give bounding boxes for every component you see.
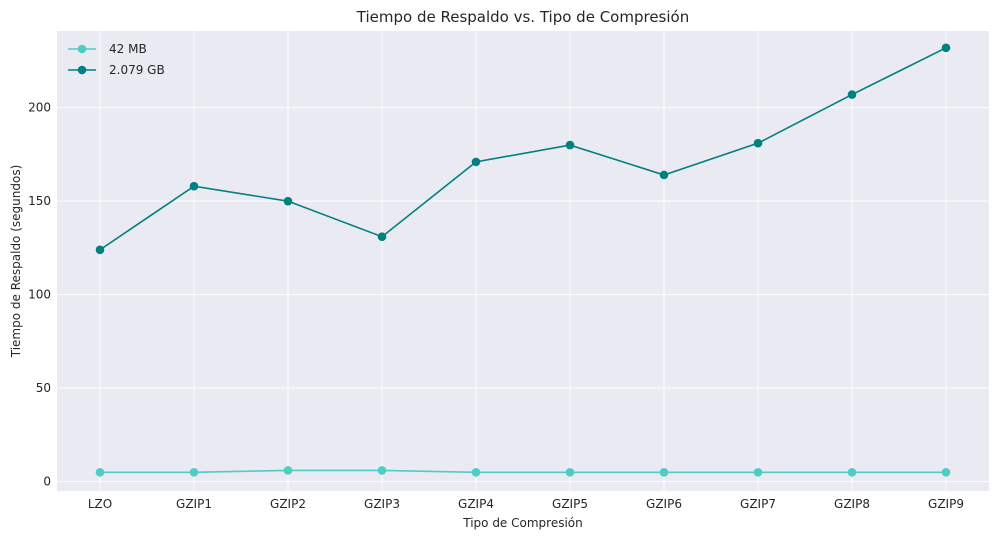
data-point [847,90,857,99]
y-tick-label: 0 [43,475,51,489]
x-tick-label: GZIP2 [270,497,306,511]
x-tick-labels: LZO GZIP1 GZIP2 GZIP3 GZIP4 GZIP5 GZIP6 GZIP7 GZ… [88,497,964,511]
y-axis-label: Tiempo de Respaldo (segundos) [9,165,23,359]
y-tick-label: 150 [28,194,51,208]
legend: 42 MB 2.079 GB [68,42,165,77]
data-point [941,43,951,53]
data-point [95,468,105,477]
series-line [99,47,947,251]
data-point [565,140,575,150]
x-tick-label: GZIP1 [176,497,212,511]
series [95,43,951,477]
grid [57,31,989,491]
series-1 [95,43,951,255]
x-tick-label: GZIP9 [928,497,964,511]
x-tick-label: GZIP5 [552,497,588,511]
data-point [471,468,481,477]
x-tick-label: LZO [88,497,112,511]
series-line [100,469,946,474]
legend-item: 2.079 GB [68,63,165,77]
data-point [753,468,763,477]
data-point [189,468,199,477]
x-tick-label: GZIP8 [834,497,870,511]
y-tick-label: 50 [36,381,51,395]
y-tick-label: 100 [28,288,51,302]
x-axis-label: Tipo de Compresión [462,516,583,530]
legend-label: 42 MB [109,42,147,56]
data-point [283,466,293,475]
x-tick-label: GZIP3 [364,497,400,511]
data-point [377,466,387,475]
data-point [941,468,951,477]
y-tick-label: 200 [28,101,51,115]
x-tick-label: GZIP6 [646,497,682,511]
data-point [189,181,199,191]
legend-marker [77,65,87,75]
y-tick-labels: 0 50 100 150 200 [28,101,51,489]
data-point [659,468,669,477]
legend-item: 42 MB [68,42,147,56]
x-tick-label: GZIP4 [458,497,494,511]
data-point [377,232,387,241]
data-point [565,468,575,477]
data-point [753,138,763,148]
data-point [283,196,293,206]
plot-area [57,31,989,491]
data-point [847,468,857,477]
legend-marker [77,44,87,54]
data-point [95,245,105,255]
legend-label: 2.079 GB [109,63,165,77]
chart-title: Tiempo de Respaldo vs. Tipo de Compresió… [356,8,689,26]
x-tick-label: GZIP7 [740,497,776,511]
data-point [659,170,669,180]
series-0 [95,466,951,477]
data-point [471,157,481,167]
